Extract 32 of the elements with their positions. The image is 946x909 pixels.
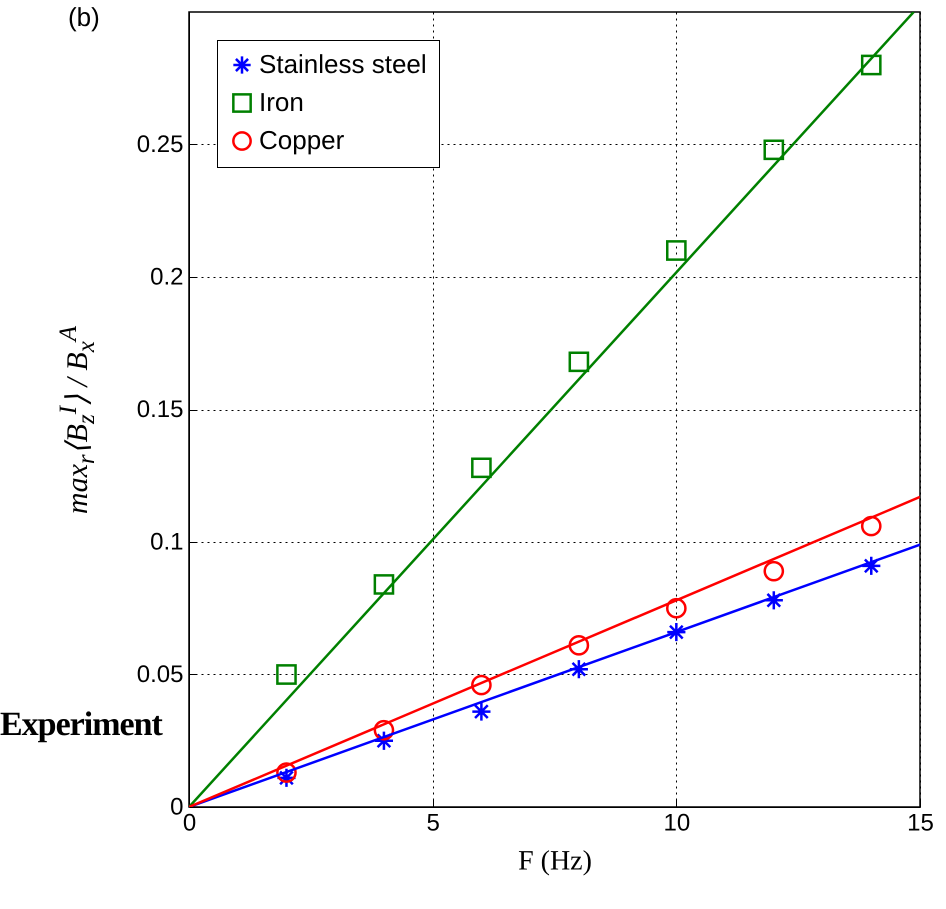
- point: [763, 560, 784, 582]
- point: [568, 635, 590, 656]
- y-tick-label: 0.15: [136, 396, 184, 423]
- y-tick-label: 0.1: [150, 528, 184, 556]
- legend-label: Iron: [259, 87, 304, 117]
- point: [860, 516, 882, 536]
- point: [763, 590, 784, 611]
- x-tick-label: 5: [426, 810, 440, 836]
- x-axis-title: F (Hz): [518, 846, 592, 876]
- point: [471, 674, 492, 696]
- point: [568, 351, 590, 372]
- text: Experiment: [0, 706, 162, 744]
- x-tick-label: 15: [907, 810, 934, 836]
- legend-label: Stainless steel: [259, 49, 427, 79]
- point: [276, 664, 297, 685]
- point: [666, 240, 687, 261]
- x-tick-label: 10: [663, 810, 690, 836]
- chart-title: (b): [68, 2, 100, 33]
- point: [860, 54, 882, 76]
- point: [763, 139, 784, 160]
- point: [666, 598, 687, 619]
- point: [860, 556, 882, 576]
- y-tick-label: 0.05: [136, 661, 184, 688]
- y-tick-label: 0.25: [136, 131, 184, 158]
- point: [471, 701, 492, 722]
- y-tick-label: 0.2: [150, 264, 184, 290]
- point: [276, 762, 297, 783]
- point: [568, 658, 590, 680]
- legend-label: Copper: [259, 125, 345, 155]
- point: [374, 574, 394, 595]
- point: [471, 457, 492, 478]
- point: [666, 622, 687, 642]
